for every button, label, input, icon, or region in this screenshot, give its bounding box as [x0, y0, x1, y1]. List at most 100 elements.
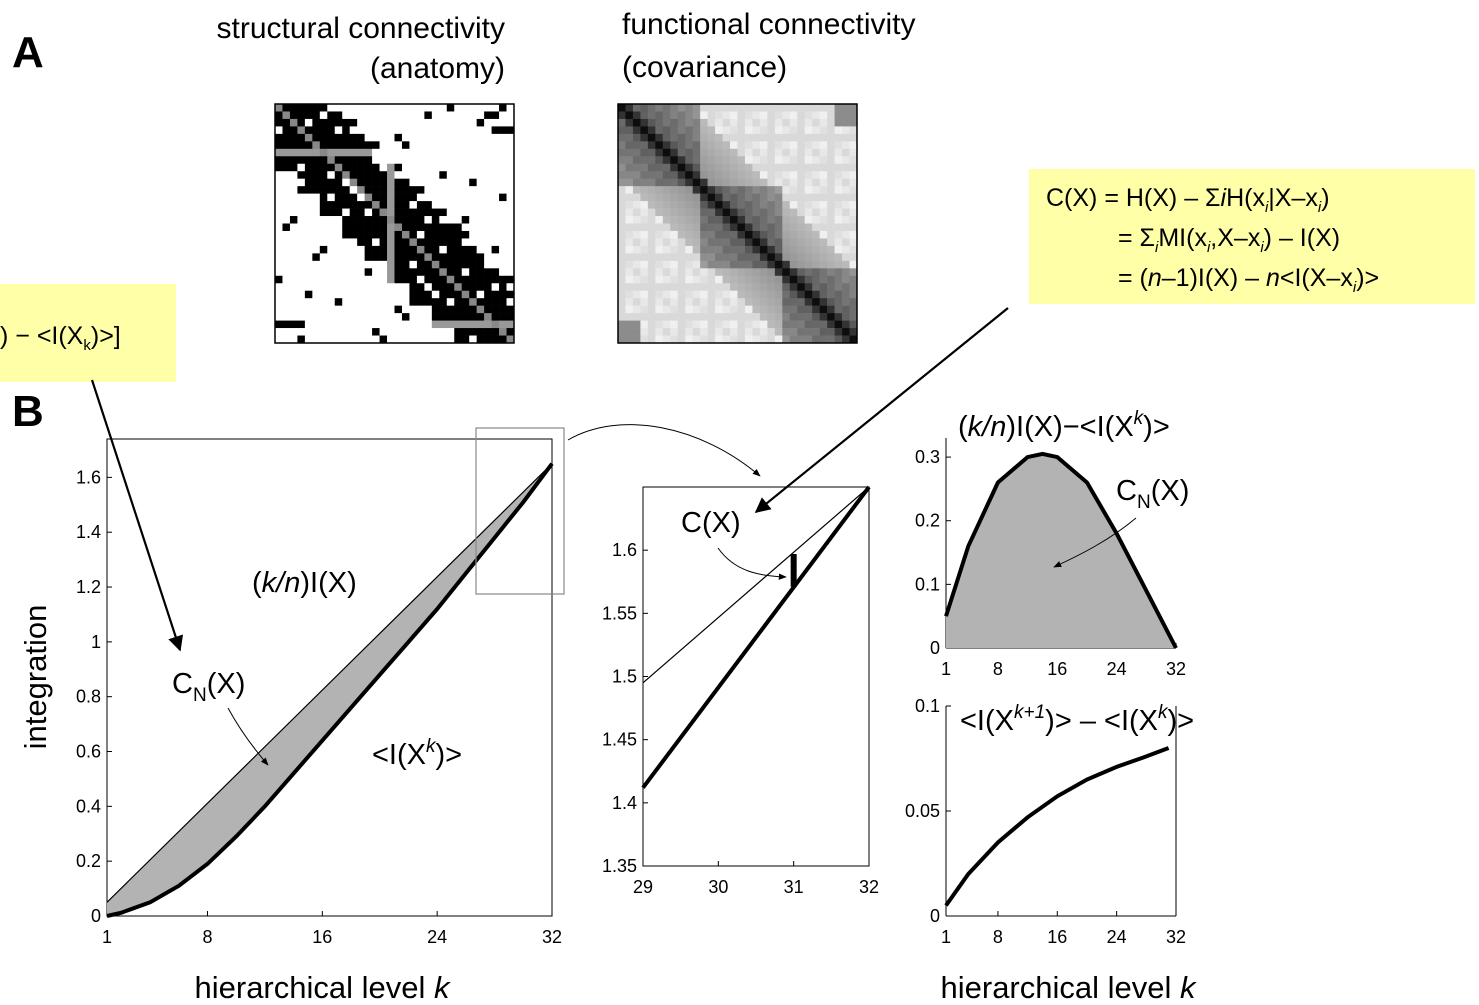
matrix-cell — [446, 320, 455, 329]
matrix-cell — [387, 290, 395, 299]
matrix-cell — [692, 216, 701, 224]
matrix-cell — [685, 268, 693, 277]
matrix-cell — [387, 238, 395, 247]
matrix-cell — [506, 171, 515, 179]
matrix-cell — [275, 268, 283, 277]
matrix-cell — [312, 253, 321, 262]
matrix-cell — [737, 245, 746, 254]
matrix-cell — [461, 290, 470, 299]
matrix-cell — [804, 320, 813, 329]
matrix-cell — [491, 335, 500, 344]
matrix-cell — [364, 305, 373, 314]
matrix-cell — [647, 104, 656, 112]
matrix-cell — [282, 283, 291, 292]
matrix-cell — [812, 253, 820, 262]
matrix-cell — [506, 104, 515, 112]
matrix-cell — [491, 305, 500, 314]
matrix-cell — [655, 141, 664, 150]
matrix-cell — [647, 335, 656, 344]
matrix-cell — [677, 283, 686, 292]
matrix-cell — [819, 126, 828, 135]
cn-area-right — [946, 453, 1176, 648]
matrix-cell — [632, 148, 641, 157]
matrix-cell — [304, 156, 313, 165]
matrix-cell — [342, 193, 350, 202]
matrix-cell — [662, 238, 671, 247]
matrix-cell — [804, 186, 813, 194]
matrix-cell — [439, 148, 448, 157]
matrix-cell — [767, 156, 776, 165]
matrix-cell — [409, 245, 418, 254]
matrix-cell — [804, 290, 813, 299]
matrix-cell — [625, 283, 634, 292]
matrix-cell — [842, 163, 850, 172]
matrix-cell — [506, 156, 515, 165]
matrix-cell — [349, 193, 358, 202]
matrix-cell — [499, 320, 507, 329]
matrix-cell — [715, 268, 723, 277]
matrix-cell — [349, 283, 358, 292]
matrix-cell — [737, 201, 746, 209]
matrix-cell — [849, 111, 858, 120]
matrix-cell — [730, 201, 738, 209]
matrix-cell — [364, 268, 373, 277]
matrix-cell — [461, 156, 470, 165]
matrix-cell — [334, 126, 343, 135]
matrix-cell — [804, 118, 813, 127]
matrix-cell — [334, 238, 343, 247]
matrix-cell — [275, 193, 283, 202]
matrix-cell — [842, 201, 850, 209]
matrix-cell — [372, 126, 380, 135]
matrix-cell — [759, 104, 768, 112]
matrix-cell — [416, 193, 425, 202]
matrix-cell — [812, 178, 820, 187]
matrix-cell — [767, 186, 776, 194]
matrix-cell — [476, 283, 485, 292]
matrix-cell — [491, 163, 500, 172]
matrix-cell — [730, 193, 738, 202]
matrix-cell — [640, 156, 649, 165]
matrix-cell — [469, 260, 477, 269]
matrix-cell — [789, 141, 798, 150]
matrix-cell — [364, 335, 373, 344]
matrix-cell — [364, 148, 373, 157]
matrix-cell — [647, 253, 656, 262]
matrix-cell — [357, 320, 365, 329]
matrix-cell — [692, 230, 701, 239]
matrix-cell — [342, 201, 350, 209]
matrix-cell — [640, 253, 649, 262]
matrix-cell — [677, 335, 686, 344]
matrix-cell — [797, 313, 806, 321]
matrix-cell — [789, 305, 798, 314]
matrix-cell — [789, 283, 798, 292]
matrix-cell — [849, 118, 858, 127]
matrix-cell — [334, 148, 343, 157]
matrix-cell — [707, 245, 716, 254]
matrix-cell — [275, 298, 283, 306]
matrix-cell — [372, 141, 380, 150]
cn-label-right: CN(X) — [1116, 475, 1189, 513]
matrix-cell — [662, 126, 671, 135]
matrix-cell — [677, 298, 686, 306]
matrix-cell — [484, 193, 492, 202]
matrix-cell — [394, 335, 403, 344]
matrix-cell — [647, 133, 656, 142]
matrix-cell — [289, 156, 298, 165]
matrix-cell — [372, 133, 380, 142]
matrix-cell — [416, 201, 425, 209]
matrix-cell — [662, 298, 671, 306]
matrix-cell — [342, 171, 350, 179]
matrix-cell — [774, 253, 783, 262]
matrix-cell — [700, 208, 708, 217]
matrix-cell — [312, 305, 321, 314]
matrix-cell — [632, 268, 641, 277]
matrix-cell — [372, 148, 380, 157]
matrix-cell — [647, 171, 656, 179]
matrix-cell — [737, 313, 746, 321]
matrix-cell — [342, 253, 350, 262]
matrix-cell — [842, 335, 850, 344]
matrix-cell — [782, 104, 791, 112]
matrix-cell — [319, 111, 328, 120]
matrix-cell — [387, 126, 395, 135]
matrix-cell — [767, 171, 776, 179]
